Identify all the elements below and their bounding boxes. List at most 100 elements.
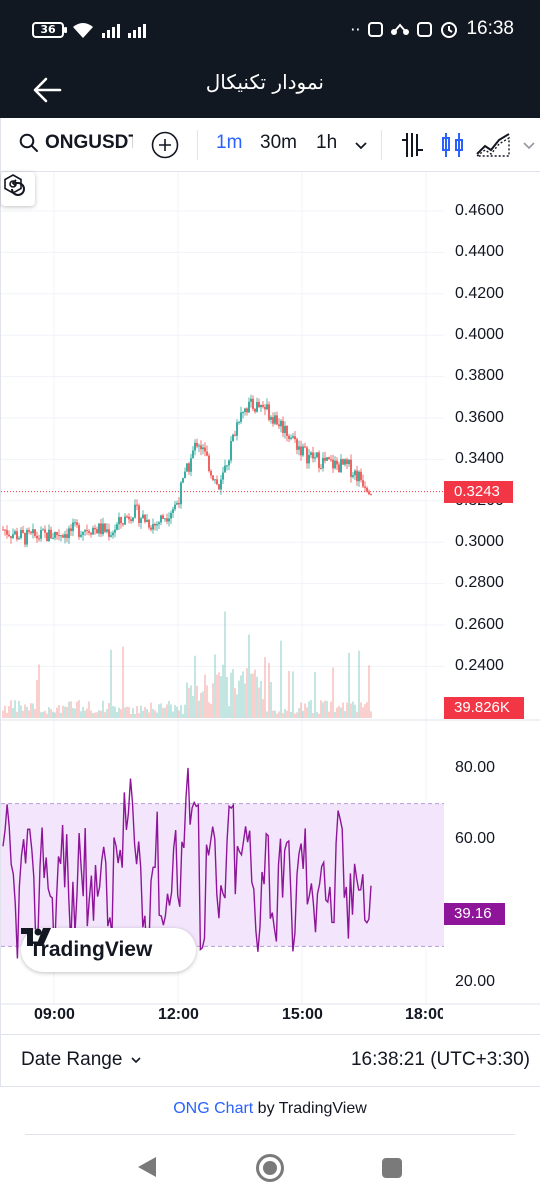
price-tick: 0.3400 — [455, 450, 504, 467]
divider-2 — [381, 130, 382, 160]
candle-body — [350, 459, 352, 477]
candle-body — [224, 465, 226, 473]
candle-body — [322, 457, 324, 469]
candle-body — [368, 491, 370, 495]
candle-body — [42, 529, 44, 531]
time-tick: 12:00 — [158, 1006, 199, 1023]
candle-body — [318, 452, 320, 469]
candle-body — [246, 408, 248, 413]
candle-body — [138, 505, 140, 523]
price-tick: 0.4000 — [455, 326, 504, 343]
candle-body — [68, 528, 70, 539]
candle-body — [154, 524, 156, 526]
candle-body — [46, 532, 48, 542]
candle-body — [104, 523, 106, 532]
nav-home-icon[interactable] — [256, 1154, 284, 1182]
candle-body — [342, 459, 344, 465]
rsi-tick: 20.00 — [455, 973, 496, 990]
candle-body — [268, 404, 270, 420]
candle-body — [270, 417, 272, 420]
chart-credit: ONG Chart by TradingView — [0, 1100, 540, 1118]
candle-body — [312, 452, 314, 459]
candle-body — [34, 529, 36, 536]
candle-body — [294, 436, 296, 440]
interval-1h[interactable]: 1h — [316, 132, 338, 153]
candle-body — [72, 522, 74, 532]
area-chart-icon[interactable] — [475, 130, 511, 160]
candle-body — [212, 475, 214, 481]
timezone-clock[interactable]: 16:38:21 (UTC+3:30) — [350, 1049, 530, 1070]
candle-body — [178, 503, 180, 505]
alarm-icon — [441, 22, 458, 38]
status-bar: 36 ·· 16:38 — [0, 0, 540, 62]
back-arrow-icon[interactable] — [28, 70, 68, 110]
candle-body — [32, 529, 34, 534]
candle-body — [364, 486, 366, 488]
chevron-down-icon-2[interactable] — [519, 132, 540, 158]
tradingview-logo[interactable]: TradingView — [21, 928, 196, 972]
candle-body — [40, 530, 42, 539]
bottom-bar: Date Range 16:38:21 (UTC+3:30) — [0, 1034, 540, 1087]
price-tick: 0.3600 — [455, 409, 504, 426]
candle-body — [258, 402, 260, 408]
chart-link[interactable]: ONG Chart — [173, 1100, 254, 1117]
chart-canvas[interactable] — [1, 172, 540, 1034]
settings-icon[interactable] — [1, 172, 25, 196]
candle-body — [16, 531, 18, 540]
candle-body — [26, 530, 28, 545]
symbol-search[interactable]: ONGUSDT — [19, 132, 133, 154]
candle-body — [266, 404, 268, 410]
chart-area[interactable]: 0.4600 0.4400 0.4200 0.4000 0.3800 0.360… — [0, 172, 540, 1034]
bar-chart-icon[interactable] — [398, 130, 428, 160]
candle-body — [300, 446, 302, 456]
candle-body — [92, 527, 94, 535]
date-range-button[interactable]: Date Range — [21, 1049, 142, 1071]
candle-body — [162, 515, 164, 519]
candle-body — [126, 516, 128, 518]
candle-body — [256, 402, 258, 412]
interval-1m[interactable]: 1m — [216, 132, 243, 153]
chevron-down-icon[interactable] — [348, 132, 374, 158]
page-title: نمودار تکنیکال — [205, 70, 324, 94]
candle-body — [4, 529, 6, 531]
add-symbol-icon[interactable] — [151, 131, 179, 159]
candle-body — [232, 434, 234, 442]
candle-body — [88, 531, 90, 533]
candle-body — [188, 463, 190, 472]
candlestick-icon[interactable] — [438, 130, 468, 160]
interval-30m[interactable]: 30m — [260, 132, 297, 153]
candle-body — [288, 435, 290, 439]
status-time: 16:38 — [466, 18, 514, 39]
candle-body — [102, 523, 104, 535]
candle-body — [234, 434, 236, 436]
price-tick: 0.4200 — [455, 285, 504, 302]
time-tick: 18:00 — [405, 1006, 443, 1023]
candle-body — [286, 425, 288, 436]
candle-body — [260, 404, 262, 408]
candle-body — [64, 534, 66, 538]
candle-body — [80, 534, 82, 537]
candle-body — [192, 450, 194, 459]
candle-body — [84, 530, 86, 532]
candle-body — [236, 422, 238, 436]
candle-body — [120, 517, 122, 524]
search-icon — [19, 133, 38, 152]
candle-body — [122, 523, 124, 525]
candle-body — [194, 442, 196, 451]
candle-body — [370, 494, 372, 496]
candle-body — [190, 458, 192, 472]
nav-recents-icon[interactable] — [382, 1158, 402, 1178]
candle-body — [202, 447, 204, 450]
time-tick: 09:00 — [34, 1006, 75, 1023]
candle-body — [98, 523, 100, 534]
candle-body — [100, 523, 102, 535]
nav-back-icon[interactable] — [136, 1155, 158, 1179]
candle-body — [252, 398, 254, 409]
symbol-name: ONGUSDT — [45, 132, 133, 153]
candle-body — [18, 538, 20, 540]
time-tick: 15:00 — [282, 1006, 323, 1023]
candle-body — [220, 479, 222, 490]
candle-body — [292, 436, 294, 438]
candle-body — [134, 504, 136, 518]
candle-body — [132, 517, 134, 521]
